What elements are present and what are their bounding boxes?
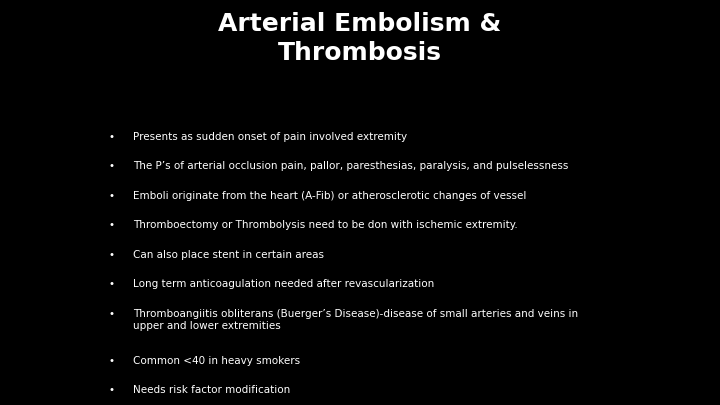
Text: Needs risk factor modification: Needs risk factor modification xyxy=(133,385,290,395)
Text: •: • xyxy=(109,250,114,260)
Text: Long term anticoagulation needed after revascularization: Long term anticoagulation needed after r… xyxy=(133,279,434,290)
Text: •: • xyxy=(109,356,114,366)
Text: Can also place stent in certain areas: Can also place stent in certain areas xyxy=(133,250,324,260)
Text: Thromboangiitis obliterans (Buerger’s Disease)-disease of small arteries and vei: Thromboangiitis obliterans (Buerger’s Di… xyxy=(133,309,578,331)
Text: Common <40 in heavy smokers: Common <40 in heavy smokers xyxy=(133,356,300,366)
Text: The P’s of arterial occlusion pain, pallor, paresthesias, paralysis, and pulsele: The P’s of arterial occlusion pain, pall… xyxy=(133,161,569,171)
Text: Arterial Embolism &
Thrombosis: Arterial Embolism & Thrombosis xyxy=(218,12,502,65)
Text: Emboli originate from the heart (A-Fib) or atherosclerotic changes of vessel: Emboli originate from the heart (A-Fib) … xyxy=(133,191,526,201)
Text: •: • xyxy=(109,161,114,171)
Text: •: • xyxy=(109,309,114,319)
Text: Thromboectomy or Thrombolysis need to be don with ischemic extremity.: Thromboectomy or Thrombolysis need to be… xyxy=(133,220,518,230)
Text: •: • xyxy=(109,191,114,201)
Text: •: • xyxy=(109,132,114,142)
Text: •: • xyxy=(109,220,114,230)
Text: •: • xyxy=(109,385,114,395)
Text: Presents as sudden onset of pain involved extremity: Presents as sudden onset of pain involve… xyxy=(133,132,408,142)
Text: •: • xyxy=(109,279,114,290)
